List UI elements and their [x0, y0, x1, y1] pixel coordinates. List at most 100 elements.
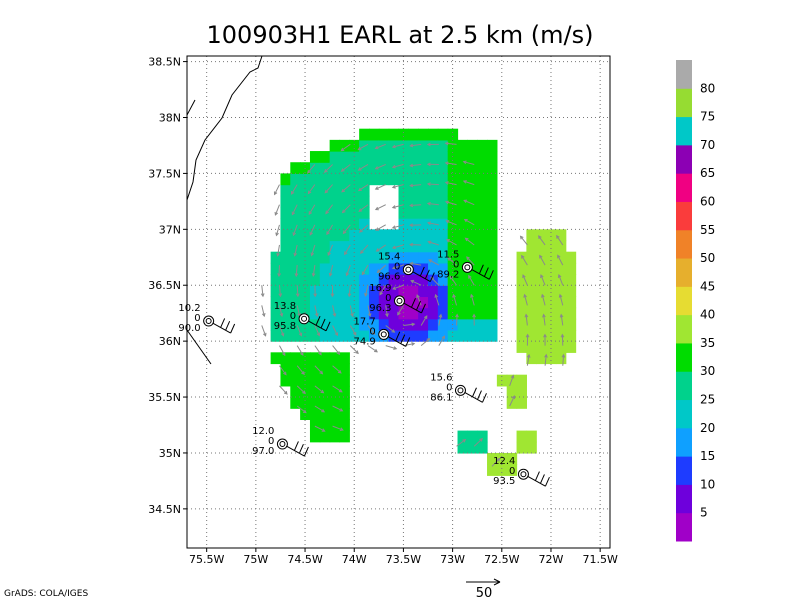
wind-vector-head: [280, 332, 285, 337]
wind-speed-cell: [329, 397, 341, 409]
wind-speed-cell: [300, 408, 311, 421]
wind-speed-cell: [290, 318, 301, 331]
wind-speed-cell: [457, 430, 468, 443]
wind-speed-cell: [398, 139, 409, 152]
wind-vector: [296, 285, 299, 297]
wind-barb-flag: [320, 318, 326, 329]
wind-vector-head: [438, 313, 443, 318]
wind-speed-cell: [368, 262, 380, 275]
wind-barb-flag: [225, 321, 231, 331]
wind-vector: [291, 184, 298, 195]
wind-speed-cell: [290, 385, 301, 398]
wind-speed-cell: [477, 441, 488, 454]
wind-speed-cell: [359, 151, 370, 163]
wind-vector-head: [447, 257, 452, 262]
wind-speed-cell: [329, 229, 341, 242]
wind-speed-cell: [477, 296, 488, 309]
colorbar-label: 30: [700, 364, 715, 378]
colorbar-swatch: [676, 399, 692, 429]
wind-speed-cell: [339, 408, 350, 421]
wind-speed-cell: [428, 296, 439, 309]
wind-vector-head: [283, 390, 288, 395]
wind-speed-cell: [290, 352, 301, 365]
y-tick-label: 37.5N: [148, 167, 181, 180]
wind-barb-flag: [230, 323, 236, 334]
wind-speed-cell: [280, 173, 291, 186]
wind-speed-cell: [467, 274, 478, 286]
wind-vector: [261, 305, 265, 317]
wind-speed-cell: [378, 229, 390, 242]
wind-speed-cell: [457, 173, 468, 186]
wind-vector: [446, 239, 457, 246]
wind-barb: [387, 335, 406, 347]
wind-vector: [385, 325, 395, 333]
wind-vector: [392, 204, 404, 209]
wind-speed-cell: [319, 274, 331, 286]
wind-speed-cell: [329, 206, 341, 219]
wind-speed-cell: [309, 385, 321, 398]
wind-speed-cell: [428, 206, 439, 219]
chart-title: 100903H1 EARL at 2.5 km (m/s): [207, 21, 594, 49]
wind-speed-cell: [516, 307, 527, 320]
wind-vector-head: [423, 315, 428, 320]
wind-vector-head: [308, 211, 313, 216]
wind-barb-flag: [405, 337, 411, 347]
wind-vector: [346, 264, 351, 276]
wind-vector-head: [391, 185, 396, 189]
wind-speed-cell: [388, 318, 400, 331]
wind-speed-cell: [359, 229, 370, 242]
wind-speed-cell: [378, 251, 390, 264]
wind-speed-cell: [437, 218, 449, 230]
wind-speed-cell: [309, 162, 321, 175]
wind-vector-head: [260, 293, 265, 298]
wind-vector-head: [391, 329, 396, 333]
wind-vector-head: [321, 428, 326, 432]
wind-vector: [521, 255, 528, 266]
wind-speed-cell: [437, 173, 449, 186]
colorbar: 5 10 15 20 25 30 35 40 45 50 55 60 65 70 75 80: [676, 60, 715, 542]
wind-speed-cell: [526, 352, 537, 365]
wind-vector-head: [364, 292, 368, 297]
wind-speed-cell: [270, 296, 282, 309]
wind-vector-head: [543, 333, 547, 338]
y-tick-label: 36N: [159, 335, 181, 348]
wind-speed-cell: [437, 262, 449, 275]
wind-speed-cell: [487, 139, 498, 152]
wind-vector-head: [479, 437, 483, 442]
wind-speed-cell: [290, 296, 301, 309]
wind-vector-head: [374, 186, 379, 190]
wind-vector-head: [294, 273, 299, 278]
wind-speed-cell: [418, 151, 429, 163]
station-label: 97.0: [252, 446, 274, 457]
y-tick-label: 37N: [159, 223, 181, 236]
wind-vector-head: [462, 180, 467, 184]
wind-barb: [527, 475, 546, 487]
wind-speed-cell: [280, 352, 291, 365]
wind-speed-cell: [428, 229, 439, 242]
wind-vector: [435, 294, 440, 306]
station-marker: [393, 295, 405, 307]
wind-vector: [311, 244, 316, 256]
wind-speed-cell: [319, 385, 331, 398]
wind-vector-head: [391, 144, 396, 149]
wind-vector-head: [357, 146, 362, 151]
wind-speed-cell: [359, 251, 370, 264]
wind-speed-cell: [378, 307, 390, 320]
wind-vector: [416, 294, 422, 306]
wind-speed-cell: [516, 285, 527, 298]
wind-barb-flag: [419, 266, 425, 277]
wind-vector-head: [409, 163, 414, 168]
wind-vector-head: [340, 147, 345, 152]
wind-vector-head: [328, 272, 333, 277]
wind-speed-cell: [290, 206, 301, 219]
wind-speed-cell: [506, 397, 518, 409]
wind-speed-cell: [329, 151, 341, 163]
wind-speed-cell: [359, 262, 370, 275]
wind-barb-flag: [539, 474, 545, 484]
wind-vector-head: [262, 332, 267, 337]
wind-vector-head: [357, 167, 362, 171]
wind-vector-head: [318, 351, 322, 356]
